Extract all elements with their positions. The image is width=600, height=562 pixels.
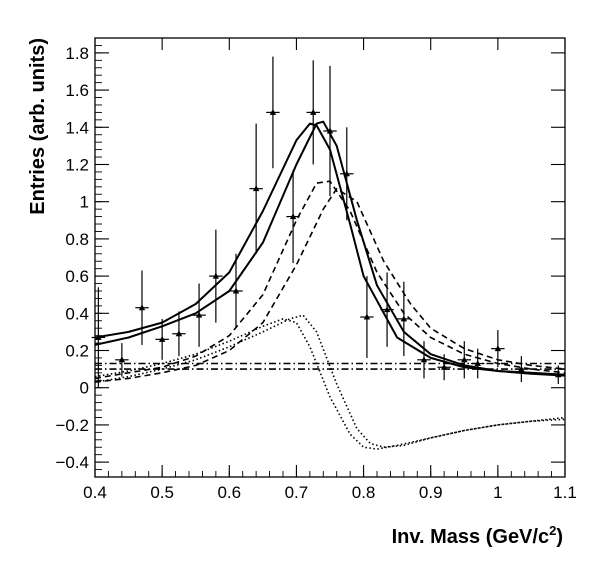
data-point [323,65,337,197]
data-point [471,348,485,379]
point-marker [363,313,371,320]
y-tick-label: 1.4 [65,118,89,137]
data-point [491,330,505,368]
point-marker [461,356,468,363]
point-marker [118,356,126,363]
data-points-layer [91,56,565,388]
point-marker [158,335,166,342]
point-marker [195,311,203,318]
y-tick-label: 0.6 [65,267,89,286]
x-tick-label: 0.7 [285,483,309,502]
point-marker [252,185,260,192]
x-tick-label: 0.4 [83,483,107,502]
y-tick-label: −0.2 [55,416,89,435]
data-point [115,343,129,377]
point-marker [232,287,240,294]
data-point [397,281,411,357]
data-point [192,283,206,347]
point-marker [343,170,350,177]
point-marker [383,306,391,313]
point-marker [138,304,146,311]
point-marker [518,365,525,372]
x-tick-label: 0.6 [217,483,241,502]
point-marker [310,108,317,115]
point-marker [289,213,297,220]
y-tick-label: 1.6 [65,81,89,100]
x-axis-title: Inv. Mass (GeV/c2) [392,523,563,548]
point-marker [212,272,220,279]
x-tick-label: 0.9 [419,483,443,502]
plot-frame [94,37,566,478]
y-tick-label: 1.8 [65,44,89,63]
point-marker [269,108,277,115]
point-marker [474,360,481,367]
data-point [229,253,243,329]
data-point [551,365,565,384]
data-point [286,170,300,264]
x-tick-label: 1 [493,483,502,502]
data-point [380,272,394,347]
data-point [457,341,471,379]
y-tick-label: 0.2 [65,342,89,361]
series-line-dotted [94,318,566,450]
series-line-dotted [94,314,566,449]
y-axis: −0.4 −0.2 0 0.2 0.4 0.6 0.8 1 1.2 1.4 1.6 1.8 [55,44,565,472]
data-point [155,318,169,360]
data-point [249,123,263,254]
x-axis: 0.4 0.5 0.6 0.7 0.8 0.9 1 1.1 [83,38,577,502]
y-tick-label: −0.4 [55,453,89,472]
point-marker [95,333,102,340]
data-point [417,341,431,379]
data-point [172,311,186,357]
y-tick-label: 0.4 [65,304,89,323]
point-marker [555,371,562,378]
y-tick-label: 1.2 [65,155,89,174]
series-line-dashed [94,187,566,383]
data-point [514,356,529,383]
point-marker [420,356,428,363]
data-point [91,287,106,388]
point-marker [494,345,502,352]
x-tick-label: 0.5 [150,483,174,502]
data-point [135,270,149,345]
data-point [306,60,320,165]
point-marker [175,330,183,337]
series-line-solid [94,122,566,376]
point-marker [400,315,408,322]
point-marker [440,363,448,370]
point-marker [326,127,334,134]
x-tick-label: 0.8 [352,483,376,502]
y-tick-label: 0 [80,379,89,398]
data-point [340,127,354,221]
y-tick-label: 0.8 [65,230,89,249]
data-point [437,354,451,381]
x-tick-label: 1.1 [553,483,577,502]
series-layer [94,120,566,450]
y-axis-title: Entries (arb. units) [27,38,49,215]
data-point [360,276,374,358]
data-point [266,56,280,169]
y-tick-label: 1 [80,193,89,212]
data-point [209,229,223,323]
